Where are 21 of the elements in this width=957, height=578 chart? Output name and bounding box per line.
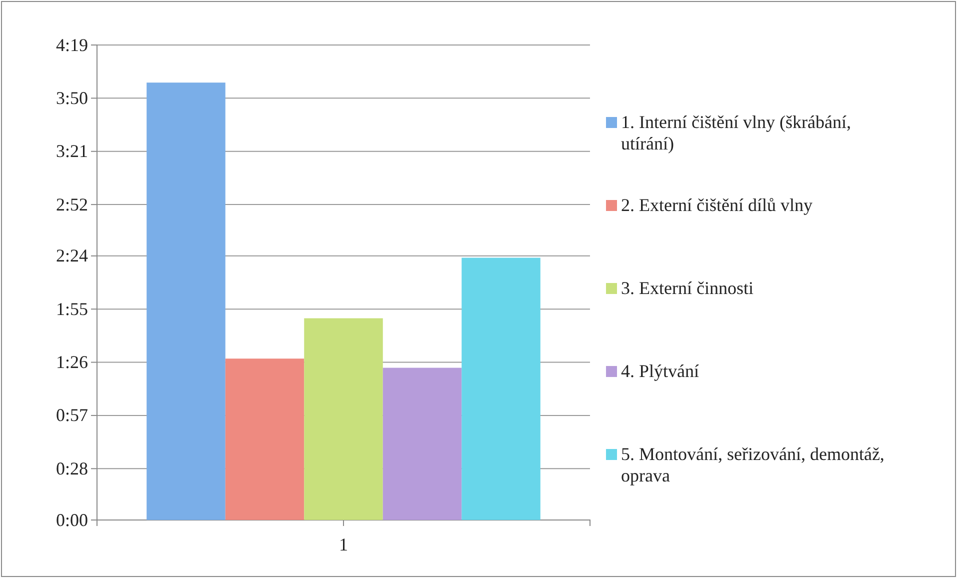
y-tick-label: 3:50 [56, 88, 88, 108]
y-tick-label: 1:55 [56, 298, 88, 319]
legend-label: 1. Interní čištění vlny (škrábání, utírání) [621, 112, 851, 154]
y-tick-label: 1:26 [56, 352, 88, 372]
bar [304, 318, 383, 520]
y-tick-label: 0:57 [56, 405, 88, 426]
legend-label: 4. Plýtvání [621, 361, 700, 381]
y-tick-label: 2:24 [56, 246, 88, 266]
bar [146, 82, 226, 520]
legend-label: 2. Externí čištění dílů vlny [621, 195, 812, 215]
legend-label: 3. Externí činnosti [621, 278, 754, 298]
y-tick-label: 3:21 [56, 141, 88, 162]
x-tick-label: 1 [339, 534, 348, 555]
legend-label: 5. Montování, seřizování, demontáž, oprava [621, 444, 884, 486]
y-tick-label: 0:28 [56, 458, 88, 478]
y-tick-label: 2:52 [56, 194, 88, 214]
bar [462, 258, 540, 520]
bar [382, 368, 462, 520]
y-tick-label: 4:19 [56, 34, 88, 55]
bar [225, 358, 304, 520]
y-tick-label: 0:00 [56, 510, 88, 530]
